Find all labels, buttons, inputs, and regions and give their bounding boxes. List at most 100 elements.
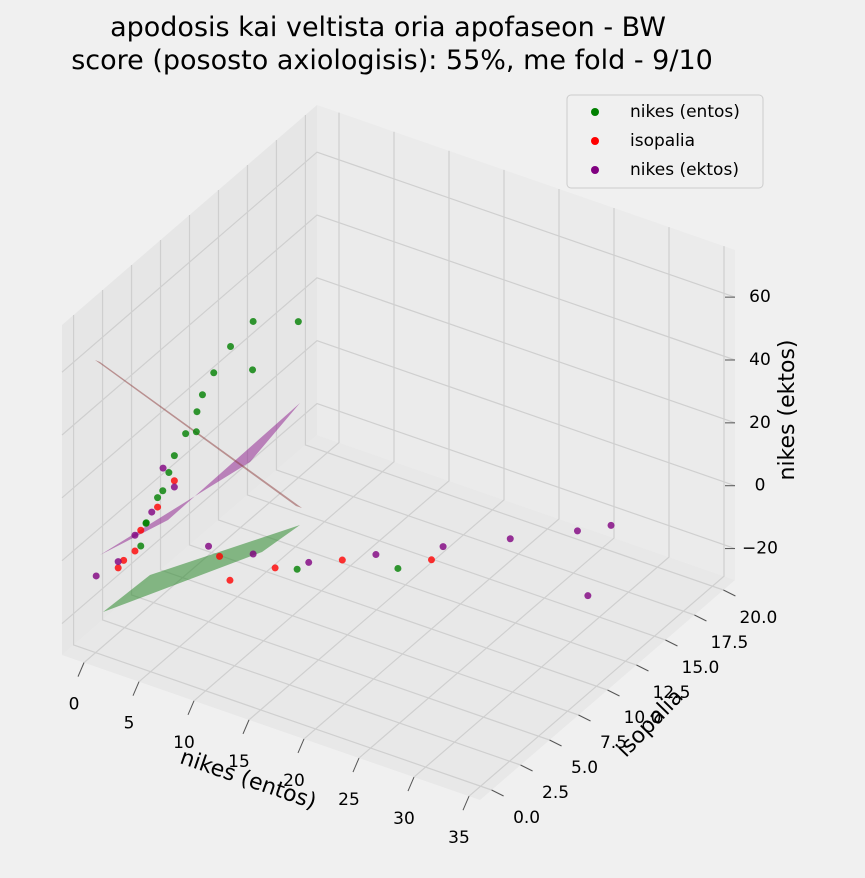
point: [159, 464, 167, 472]
point: [271, 564, 279, 572]
x-tick-label: 25: [338, 790, 360, 810]
z-tick-label: 40: [749, 350, 771, 370]
point: [249, 317, 257, 325]
y-tick-label: 12.5: [653, 683, 691, 703]
grid-line: [61, 214, 736, 436]
x-tick-label: 35: [448, 828, 470, 848]
point: [131, 547, 139, 555]
x-tick: [297, 738, 305, 754]
z-tick-label: 60: [749, 287, 771, 307]
y-tick-label: 17.5: [711, 633, 749, 653]
point: [584, 592, 592, 600]
x-tick-label: 20: [283, 771, 305, 791]
grid-line: [61, 277, 736, 499]
z-tick-label: −20: [742, 539, 778, 559]
back-pane: [317, 105, 735, 580]
point: [165, 469, 173, 477]
y-tick: [723, 589, 736, 597]
y-tick: [607, 689, 620, 697]
legend-label: isopalia: [630, 131, 695, 151]
point: [205, 542, 213, 550]
point: [170, 477, 178, 485]
x-tick: [77, 662, 85, 677]
y-tick: [636, 664, 649, 672]
x-tick: [132, 681, 140, 696]
grid-line: [61, 402, 736, 625]
point: [120, 556, 128, 564]
z-axis-label: nikes (ektos): [775, 340, 800, 481]
point: [142, 519, 150, 527]
y-tick-label: 2.5: [542, 783, 569, 803]
x-tick-label: 30: [393, 809, 415, 829]
points: [92, 317, 615, 600]
y-tick: [491, 789, 504, 797]
point: [294, 318, 302, 326]
point: [154, 494, 162, 502]
point: [210, 369, 218, 377]
y-tick-label: 20.0: [739, 608, 777, 628]
point: [607, 521, 615, 529]
panes: [62, 105, 735, 800]
x-tick: [462, 795, 470, 811]
point: [227, 342, 235, 350]
grid-line: [61, 340, 736, 562]
point: [170, 452, 178, 460]
y-tick-label: 7.5: [600, 733, 627, 753]
point: [137, 526, 145, 534]
point: [114, 558, 122, 566]
x-tick: [407, 776, 415, 792]
point: [249, 366, 257, 374]
decision-plane: [103, 525, 300, 612]
point: [573, 527, 581, 535]
point: [338, 556, 346, 564]
point: [439, 543, 447, 551]
point: [506, 535, 514, 543]
x-tick-label: 0: [69, 695, 80, 715]
grid: [61, 112, 736, 797]
y-tick-label: 15.0: [682, 658, 720, 678]
point: [192, 428, 200, 436]
point: [193, 408, 201, 416]
point: [249, 550, 257, 558]
point: [137, 542, 145, 550]
y-tick: [694, 614, 707, 622]
y-tick-label: 5.0: [571, 758, 598, 778]
point: [182, 430, 190, 438]
point: [428, 556, 435, 564]
legend-marker: [591, 166, 599, 174]
point: [372, 551, 380, 559]
y-tick-label: 0.0: [513, 808, 540, 828]
legend-marker: [591, 108, 599, 116]
point: [148, 508, 156, 516]
y-tick: [665, 639, 678, 647]
x-tick: [242, 719, 250, 735]
legend-label: nikes (entos): [630, 102, 740, 122]
y-tick: [578, 714, 591, 722]
x-tick-label: 15: [228, 752, 250, 772]
grid-line: [61, 151, 736, 373]
point: [131, 531, 139, 539]
y-tick: [520, 764, 533, 772]
point: [114, 564, 122, 572]
point: [216, 552, 224, 560]
point: [305, 558, 313, 566]
labels: 0 5 10 15 20 25 30 35 0.02.55.07.5 10.0 12.5 15.0 17…: [69, 287, 778, 848]
chart-title: apodosis kai veltista oria apofaseon - B…: [110, 12, 666, 43]
y-tick-label: 10.0: [624, 708, 662, 728]
x-tick-label: 10: [173, 733, 195, 753]
point: [159, 487, 167, 495]
z-tick-label: 0: [755, 476, 766, 496]
legend-marker: [591, 137, 599, 145]
x-tick: [187, 700, 195, 715]
point: [394, 564, 402, 572]
point: [92, 572, 100, 580]
x-tick-label: 5: [124, 714, 135, 734]
z-tick-label: 20: [749, 413, 771, 433]
point: [198, 391, 206, 399]
point: [170, 483, 178, 491]
x-tick: [352, 757, 360, 773]
point: [154, 503, 162, 511]
point: [293, 565, 301, 573]
y-tick: [549, 739, 562, 747]
